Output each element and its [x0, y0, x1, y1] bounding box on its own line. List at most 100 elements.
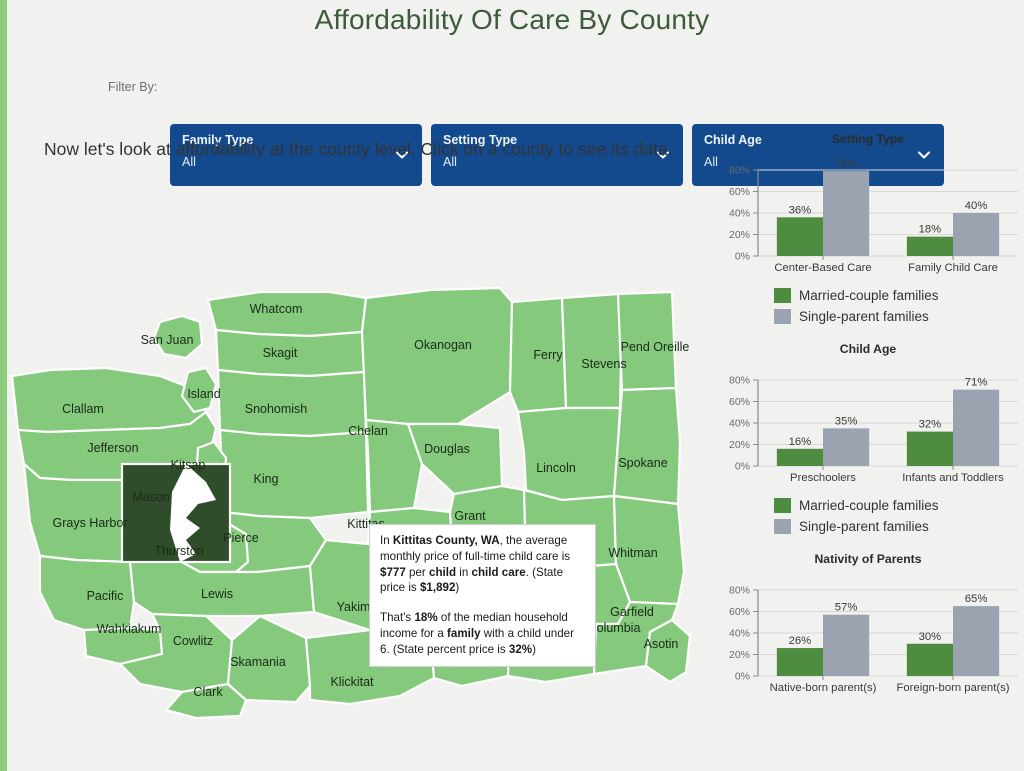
tooltip-county-name: Kittitas County, WA — [392, 534, 500, 547]
chart-title: Setting Type — [831, 132, 905, 146]
tooltip-child: child — [429, 565, 457, 579]
legend-label: Married-couple families — [799, 498, 939, 513]
county-snohomish[interactable] — [216, 368, 368, 438]
chart-setting-type: Setting Type 0% 20% 40% 60% 80% 36% 79% Center-… — [712, 132, 1024, 324]
tooltip-text: In — [380, 534, 393, 547]
chart-nativity-of-parents: Nativity of Parents 0% 20% 40% 60% 80% 26% 57%… — [712, 552, 1024, 700]
tooltip-state-price: $1,892 — [419, 581, 456, 595]
legend-swatch — [774, 288, 791, 303]
county-pend-oreille[interactable] — [616, 290, 678, 392]
tooltip-price: $777 — [380, 565, 406, 579]
y-tick-label: 0% — [735, 461, 750, 473]
county-spokane[interactable] — [612, 386, 682, 506]
y-tick-label: 60% — [729, 186, 750, 198]
bar-value-label: 65% — [965, 593, 988, 605]
legend-item[interactable]: Single-parent families — [774, 519, 1024, 534]
x-category-label: Center-Based Care — [774, 262, 871, 274]
filter-bar: Family Type All Setting Type All Child A… — [0, 62, 1024, 186]
bar-value-label: 79% — [835, 158, 858, 170]
county-stevens[interactable] — [560, 292, 624, 410]
county-lincoln[interactable] — [516, 406, 622, 502]
y-tick-label: 40% — [729, 628, 750, 640]
chevron-down-icon[interactable] — [656, 148, 669, 161]
county-skagit[interactable] — [214, 328, 366, 378]
bar-value-label: 36% — [789, 204, 812, 216]
filter-child-age-value: All — [704, 155, 718, 169]
bar[interactable] — [953, 213, 1000, 256]
county-skamania[interactable] — [226, 614, 312, 704]
tooltip-paragraph-1: In Kittitas County, WA, the average mont… — [380, 533, 586, 596]
county-okanogan[interactable] — [360, 286, 514, 426]
instruction-text: Now let's look at affordability at the c… — [44, 139, 673, 159]
filter-setting-type-label: Setting Type — [443, 133, 518, 147]
bar[interactable] — [953, 389, 1000, 466]
tooltip-text: with a child under 6. (State percent pri… — [380, 626, 574, 656]
chart-plot-area: 0% 20% 40% 60% 80% 16% 35% Preschoolers 32% 71% In… — [712, 362, 1024, 490]
bar[interactable] — [823, 614, 870, 676]
county-asotin[interactable] — [644, 618, 692, 684]
tooltip-text: ) — [455, 581, 460, 595]
charts-panel: Setting Type 0% 20% 40% 60% 80% 36% 79% Center-… — [712, 132, 1024, 700]
filter-setting-type[interactable]: Setting Type All — [431, 124, 683, 186]
page-title: Affordability Of Care By County — [314, 4, 710, 35]
filter-family-type[interactable]: Family Type All — [170, 124, 422, 186]
legend-item[interactable]: Single-parent families — [774, 309, 1024, 324]
county-island[interactable] — [180, 366, 218, 414]
y-tick-label: 80% — [729, 165, 750, 177]
county-map[interactable]: Whatcom San Juan Okanogan Ferry Pend Ore… — [10, 272, 710, 722]
bar[interactable] — [906, 236, 953, 256]
legend-item[interactable]: Married-couple families — [774, 498, 1024, 513]
county-san-juan[interactable] — [152, 314, 204, 360]
county-king[interactable] — [218, 428, 370, 520]
chevron-down-icon[interactable] — [917, 148, 930, 161]
legend-item[interactable]: Married-couple families — [774, 288, 1024, 303]
county-douglas[interactable] — [406, 422, 504, 496]
county-tooltip: In Kittitas County, WA, the average mont… — [369, 524, 596, 668]
tooltip-state-percent: 32% — [508, 642, 533, 656]
legend-label: Married-couple families — [799, 288, 939, 303]
chart-title: Child Age — [839, 342, 897, 356]
bar[interactable] — [823, 171, 870, 256]
y-tick-label: 0% — [735, 251, 750, 263]
bar[interactable] — [776, 217, 823, 256]
bar[interactable] — [953, 606, 1000, 676]
legend-label: Single-parent families — [799, 309, 929, 324]
county-pacific[interactable] — [38, 554, 136, 632]
legend-swatch — [774, 519, 791, 534]
chart-legend: Married-couple families Single-parent fam… — [712, 288, 1024, 324]
tooltip-text: . (State price is — [380, 565, 564, 595]
bar-value-label: 30% — [919, 631, 942, 643]
legend-swatch — [774, 498, 791, 513]
bar-value-label: 16% — [789, 436, 812, 448]
county-clallam[interactable] — [10, 366, 208, 434]
y-tick-label: 20% — [729, 229, 750, 241]
tooltip-text: ) — [532, 642, 536, 656]
county-ferry[interactable] — [508, 296, 568, 414]
bar-chart-svg: 0% 20% 40% 60% 80% 36% 79% Center-Based Care 18%… — [729, 158, 1018, 274]
x-category-label: Infants and Toddlers — [902, 472, 1004, 484]
y-tick-label: 20% — [729, 649, 750, 661]
filter-child-age[interactable]: Child Age All — [692, 124, 944, 186]
bar[interactable] — [906, 431, 953, 466]
county-whatcom[interactable] — [206, 290, 368, 338]
y-tick-label: 80% — [729, 585, 750, 597]
y-tick-label: 40% — [729, 208, 750, 220]
bar-value-label: 32% — [919, 419, 942, 431]
tooltip-child-care: child care — [471, 565, 526, 579]
chart-plot-area: 0% 20% 40% 60% 80% 26% 57% Native-born parent(s… — [712, 572, 1024, 700]
bar[interactable] — [823, 428, 870, 466]
legend-label: Single-parent families — [799, 519, 929, 534]
y-tick-label: 60% — [729, 396, 750, 408]
tooltip-text: of the median household income for a — [380, 611, 568, 640]
map-svg[interactable] — [10, 272, 710, 722]
bar-value-label: 57% — [835, 602, 858, 614]
bar-chart-svg: 0% 20% 40% 60% 80% 16% 35% Preschoolers 32% 71% In… — [729, 375, 1018, 484]
bar[interactable] — [776, 648, 823, 676]
bar[interactable] — [906, 643, 953, 676]
filter-by-label: Filter By: — [108, 80, 158, 94]
bar[interactable] — [776, 448, 823, 466]
chevron-down-icon[interactable] — [395, 148, 408, 161]
y-tick-label: 60% — [729, 606, 750, 618]
filter-setting-type-value: All — [443, 155, 457, 169]
bar-value-label: 26% — [789, 635, 812, 647]
